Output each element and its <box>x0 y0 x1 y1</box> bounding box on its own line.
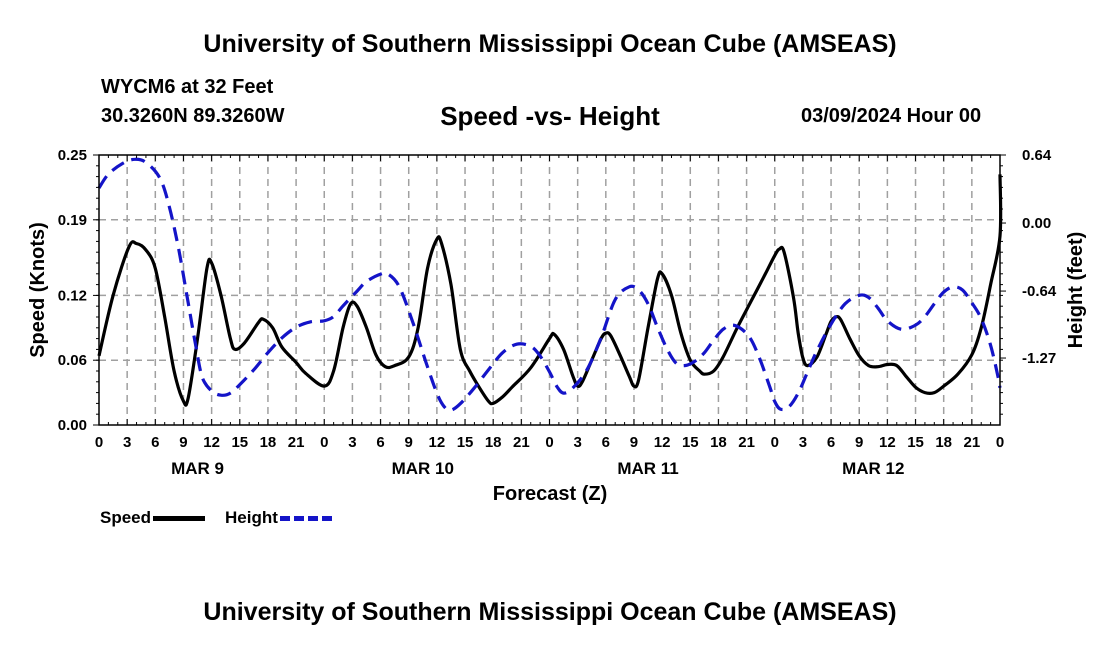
x-tick-label: 9 <box>179 434 187 451</box>
x-tick-label: 0 <box>320 434 328 451</box>
x-tick-label: 18 <box>710 434 727 451</box>
x-tick-label: 9 <box>630 434 638 451</box>
x-tick-label: 0 <box>95 434 103 451</box>
x-tick-label: 21 <box>964 434 981 451</box>
day-label: MAR 12 <box>842 459 904 478</box>
x-tick-label: 12 <box>654 434 671 451</box>
y-axis-label: Speed (Knots) <box>27 222 49 358</box>
x-tick-label: 18 <box>485 434 502 451</box>
speed-series-line <box>97 174 1003 407</box>
chart-subtitle: Speed -vs- Height <box>440 101 660 131</box>
legend-speed-swatch <box>153 515 206 521</box>
y2-tick-label: 0.00 <box>1022 215 1051 232</box>
station-name: WYCM6 at 32 Feet <box>101 76 274 98</box>
height-series-line <box>97 157 1002 412</box>
footer-title: University of Southern Mississippi Ocean… <box>203 598 897 626</box>
x-tick-label: 0 <box>545 434 553 451</box>
x-tick-label: 15 <box>682 434 699 451</box>
x-tick-label: 15 <box>907 434 924 451</box>
x-tick-label: 0 <box>996 434 1004 451</box>
y-tick-label: 0.00 <box>58 417 87 434</box>
y-tick-label: 0.06 <box>58 352 87 369</box>
forecast-datetime: 03/09/2024 Hour 00 <box>801 105 982 127</box>
y-tick-label: 0.12 <box>58 287 87 304</box>
station-coordinates: 30.3260N 89.3260W <box>101 105 285 127</box>
y2-axis-label: Height (feet) <box>1065 232 1087 349</box>
x-tick-label: 12 <box>429 434 446 451</box>
x-tick-label: 9 <box>405 434 413 451</box>
x-tick-label: 15 <box>457 434 474 451</box>
x-tick-label: 0 <box>771 434 779 451</box>
x-tick-label: 3 <box>123 434 131 451</box>
legend-speed-label: Speed <box>100 508 152 527</box>
x-tick-label: 15 <box>231 434 248 451</box>
x-tick-label: 21 <box>513 434 530 451</box>
y2-tick-label: -1.27 <box>1022 350 1056 367</box>
x-tick-label: 3 <box>573 434 581 451</box>
y2-tick-label: -0.64 <box>1022 283 1057 300</box>
x-tick-label: 18 <box>260 434 277 451</box>
page-title: University of Southern Mississippi Ocean… <box>203 30 897 58</box>
x-tick-label: 21 <box>288 434 305 451</box>
x-tick-label: 6 <box>151 434 159 451</box>
x-tick-label: 6 <box>827 434 835 451</box>
x-tick-label: 21 <box>738 434 755 451</box>
day-label: MAR 10 <box>392 459 454 478</box>
y2-tick-label: 0.64 <box>1022 147 1052 164</box>
x-tick-label: 18 <box>935 434 952 451</box>
legend: Speed Height <box>100 508 352 528</box>
x-tick-label: 3 <box>348 434 356 451</box>
x-axis-label: Forecast (Z) <box>493 483 607 505</box>
legend-height: Height <box>225 508 332 528</box>
x-tick-label: 6 <box>602 434 610 451</box>
legend-height-swatch <box>279 515 332 521</box>
x-tick-label: 12 <box>879 434 896 451</box>
y-tick-label: 0.25 <box>58 147 87 164</box>
day-label: MAR 11 <box>617 459 678 478</box>
legend-speed: Speed <box>100 508 206 528</box>
y-tick-label: 0.19 <box>58 212 87 229</box>
x-tick-label: 3 <box>799 434 807 451</box>
x-tick-label: 12 <box>203 434 220 451</box>
legend-height-label: Height <box>225 508 278 527</box>
x-tick-label: 6 <box>376 434 384 451</box>
x-tick-label: 9 <box>855 434 863 451</box>
day-label: MAR 9 <box>171 459 224 478</box>
